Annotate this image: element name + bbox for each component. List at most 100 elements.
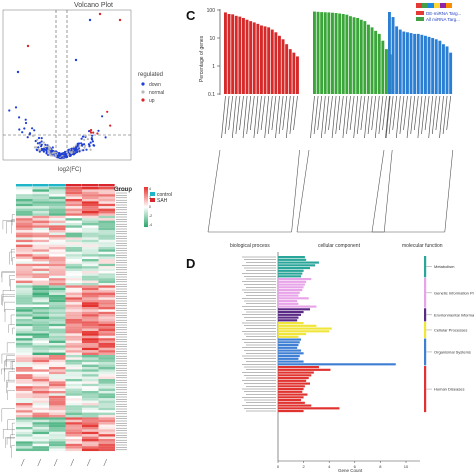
go-term-label bbox=[224, 95, 230, 135]
volcano-point bbox=[14, 106, 18, 109]
heatmap-cell bbox=[49, 410, 66, 413]
go-bar bbox=[227, 13, 231, 94]
heatmap-cell bbox=[49, 333, 66, 336]
go-term-label bbox=[342, 95, 348, 139]
volcano-point bbox=[89, 129, 92, 132]
heatmap-cell bbox=[98, 448, 115, 452]
heatmap-cell bbox=[49, 434, 66, 437]
heatmap-cell bbox=[32, 376, 49, 380]
volcano-point bbox=[73, 149, 77, 152]
heatmap-cell bbox=[82, 283, 99, 286]
heatmap-cell bbox=[82, 357, 99, 360]
kegg-group-bar bbox=[424, 308, 427, 322]
heatmap-cell bbox=[82, 335, 99, 339]
heatmap-cell bbox=[65, 323, 82, 327]
heatmap-cell bbox=[32, 275, 49, 279]
heatmap-cell bbox=[98, 316, 115, 320]
heatmap-cell bbox=[98, 335, 115, 339]
heatmap-cell bbox=[98, 268, 115, 272]
go-term-label bbox=[235, 95, 241, 135]
heatmap-cell bbox=[16, 443, 33, 447]
group-sah-swatch bbox=[150, 198, 155, 202]
heatmap-cell bbox=[32, 448, 49, 452]
heatmap-cell bbox=[16, 398, 33, 401]
go-term-label bbox=[424, 95, 430, 131]
heatmap-dendrogram bbox=[1, 214, 15, 458]
heatmap-cell bbox=[98, 410, 115, 413]
heatmap-cell bbox=[65, 227, 82, 231]
go-bar bbox=[395, 26, 399, 95]
heatmap-cell bbox=[82, 427, 99, 430]
heatmap-cell bbox=[65, 285, 82, 288]
go-term-label bbox=[446, 95, 452, 131]
heatmap-cell bbox=[82, 263, 99, 267]
heatmap-cell bbox=[32, 345, 49, 348]
heatmap-cell bbox=[98, 422, 115, 425]
colorbar-tick-0: 4 bbox=[149, 187, 151, 191]
heatmap-cell bbox=[98, 201, 115, 204]
go-term-label bbox=[278, 95, 284, 135]
heatmap-cell bbox=[32, 424, 49, 428]
kegg-bar bbox=[278, 264, 316, 267]
heatmap-cell bbox=[65, 239, 82, 243]
heatmap-cell bbox=[16, 194, 33, 197]
heatmap-cell bbox=[49, 304, 66, 308]
heatmap-cell bbox=[32, 187, 49, 190]
heatmap-cell bbox=[98, 381, 115, 384]
heatmap-cell bbox=[32, 206, 49, 209]
heatmap-cell bbox=[82, 275, 99, 279]
heatmap-cell bbox=[82, 311, 99, 315]
heatmap-cell bbox=[82, 242, 99, 245]
heatmap-cell bbox=[98, 328, 115, 332]
heatmap-cell bbox=[98, 237, 115, 240]
kegg-bar bbox=[278, 275, 302, 278]
go-bar bbox=[323, 12, 327, 94]
go-bar bbox=[352, 17, 356, 94]
heatmap: Group control SAH 4 2 0 -2 -4 bbox=[1, 184, 172, 467]
heatmap-cell bbox=[82, 273, 99, 276]
heatmap-cell bbox=[65, 268, 82, 272]
heatmap-cell bbox=[16, 244, 33, 248]
volcano-point bbox=[78, 150, 81, 153]
heatmap-cell bbox=[82, 254, 99, 257]
heatmap-cell bbox=[32, 436, 49, 440]
volcano-point bbox=[45, 152, 48, 155]
volcano-point bbox=[48, 153, 51, 156]
heatmap-cell bbox=[32, 441, 49, 444]
volcano-outlier-point bbox=[98, 12, 102, 16]
go-bar bbox=[398, 29, 402, 94]
heatmap-cell bbox=[32, 412, 49, 416]
volcano-point bbox=[18, 128, 21, 131]
kegg-bar bbox=[278, 313, 302, 316]
heatmap-cell bbox=[49, 381, 66, 384]
go-term-label bbox=[364, 95, 369, 139]
heatmap-cell bbox=[65, 251, 82, 255]
heatmap-cell bbox=[32, 340, 49, 344]
heatmap-cell bbox=[49, 340, 66, 344]
heatmap-cell bbox=[32, 218, 49, 221]
heatmap-cell bbox=[49, 191, 66, 195]
volcano-point bbox=[48, 147, 51, 150]
heatmap-cell bbox=[16, 431, 33, 435]
heatmap-cell bbox=[32, 319, 49, 322]
heatmap-cell bbox=[49, 436, 66, 440]
heatmap-cell bbox=[32, 446, 49, 449]
heatmap-cell bbox=[49, 283, 66, 286]
heatmap-cell bbox=[82, 393, 99, 396]
go-bar bbox=[377, 33, 381, 94]
heatmap-cell bbox=[32, 405, 49, 408]
heatmap-cell bbox=[32, 391, 49, 394]
heatmap-cell bbox=[82, 278, 99, 281]
heatmap-cell bbox=[16, 292, 33, 296]
heatmap-cell bbox=[82, 429, 99, 432]
heatmap-cell bbox=[98, 371, 115, 375]
kegg-bar bbox=[278, 352, 304, 355]
heatmap-cell bbox=[49, 417, 66, 420]
heatmap-cell bbox=[49, 431, 66, 435]
kegg-bar bbox=[278, 357, 299, 360]
go-bar bbox=[345, 14, 349, 94]
heatmap-cell bbox=[32, 374, 49, 377]
heatmap-cell bbox=[32, 407, 49, 411]
volcano-point bbox=[91, 140, 94, 143]
go-bar bbox=[391, 17, 395, 94]
